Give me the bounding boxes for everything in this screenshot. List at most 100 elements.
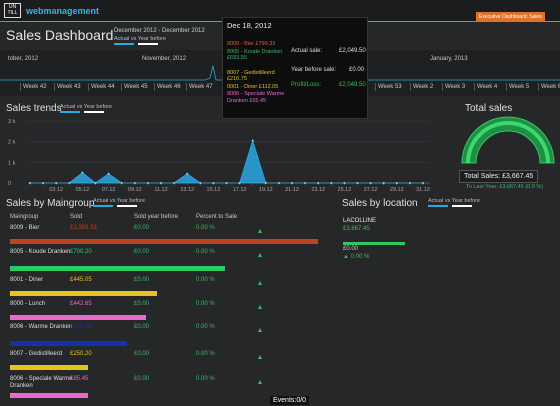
trend-point	[408, 182, 411, 184]
section-title: Sales by Maingroup	[6, 198, 95, 209]
group-bar	[10, 393, 88, 398]
group-before: £0.00	[134, 351, 150, 357]
tooltip-label: Actual sale:	[291, 48, 323, 54]
column-header: Sold year before	[134, 214, 179, 220]
group-before: £0.00	[134, 249, 150, 255]
maingroup-row: 8006 - Speciale Warme Dranken £85.45 £0.00…	[0, 376, 330, 402]
trend-arrow	[258, 305, 262, 309]
trend-point	[251, 139, 254, 142]
tooltip-item: 0001 - Diner £112.05	[227, 83, 279, 90]
trend-point	[29, 182, 31, 184]
x-tick-label: 15.12	[207, 187, 221, 193]
trend-point	[186, 172, 189, 175]
group-bar	[10, 365, 88, 370]
trend-point	[264, 182, 267, 184]
group-sold: £1,359.33	[70, 225, 97, 231]
week-label: Week 4	[474, 83, 499, 91]
tooltip-item: 8006 - Speciale Warme Dranken £65.45	[227, 91, 285, 104]
x-tick-label: 25.12	[338, 187, 352, 193]
week-label: Week 47	[186, 83, 215, 91]
group-percent: 0.00 %	[196, 324, 215, 330]
x-tick-label: 21.12	[285, 187, 299, 193]
legend: Actual vs Year before	[428, 198, 480, 207]
group-percent: 0.00 %	[196, 249, 215, 255]
group-name: 8006 - Speciale Warme Dranken	[10, 376, 73, 389]
group-name: 8005 - Koude Dranken	[10, 249, 71, 255]
period: December 2012 - December 2012	[114, 28, 205, 34]
group-name: 8007 - Gedistilleerd	[10, 351, 63, 357]
trend-point	[173, 182, 176, 184]
group-name: 8001 - Diner	[10, 277, 44, 283]
trend-point	[107, 172, 110, 175]
maingroup-row: 8006 - Warme Dranken £388.24 £0.00 0.00 %	[0, 324, 330, 350]
x-tick-label: 31.12	[416, 187, 430, 193]
x-tick-label: 07.12	[102, 187, 116, 193]
y-tick-label: 1 k	[8, 160, 16, 166]
week-label: Week 42	[20, 83, 49, 91]
tooltip-items: 8009 - Bier £790.33 8005 - Koude Dranken …	[227, 41, 285, 105]
tooltip-value: £2,049.50	[339, 48, 366, 54]
week-label: Week 45	[121, 83, 150, 91]
group-sold: £700.20	[70, 249, 92, 255]
x-tick-label: 17.12	[233, 187, 247, 193]
tooltip-label: Year before sale:	[291, 67, 337, 73]
y-tick-label: 3 k	[8, 119, 16, 125]
total-sales: Total Sales: £3,667.45	[459, 170, 539, 183]
trend-point	[382, 182, 385, 184]
group-percent: 0.00 %	[196, 351, 215, 357]
week-label: Week 2	[410, 83, 435, 91]
group-percent: 0.00 %	[196, 301, 215, 307]
legend: Actual vs Year before	[60, 104, 112, 113]
y-tick-label: 0	[8, 181, 11, 187]
location-before: £0.00	[343, 246, 359, 252]
column-header: Sold	[70, 214, 83, 220]
trend-point	[199, 182, 202, 184]
group-before: £0.00	[134, 225, 150, 231]
group-sold: £445.05	[70, 277, 92, 283]
group-bar	[10, 239, 318, 244]
tooltip-item: 8007 - Gedistilleerd £216.75	[227, 69, 275, 83]
group-name: 8000 - Lunch	[10, 301, 46, 307]
group-before: £0.00	[134, 376, 150, 382]
trend-point	[160, 182, 162, 184]
logo: webmanagement	[26, 6, 100, 16]
group-name: 8009 - Bier	[10, 225, 40, 231]
group-bar	[10, 266, 225, 271]
trend-point	[94, 182, 97, 184]
tooltip-item: 8005 - Koude Dranken £693.55	[227, 48, 283, 62]
month-label: November, 2012	[142, 56, 187, 62]
section-title: Sales trends	[6, 103, 62, 114]
month-label: tober, 2012	[8, 56, 39, 62]
trend-point	[277, 182, 280, 184]
trend-point	[225, 182, 228, 184]
y-tick-label: 2 k	[8, 140, 16, 146]
location-bar	[343, 242, 405, 245]
x-tick-label: 09.12	[128, 187, 142, 193]
trend-point	[330, 182, 333, 184]
week-label: Week 3	[442, 83, 467, 91]
trend-point	[133, 182, 136, 184]
month-label: January, 2013	[430, 56, 468, 62]
trend-area	[30, 139, 423, 184]
events: Events:0/0	[270, 396, 310, 405]
trend-arrow	[258, 355, 262, 359]
tooltip-date: Dec 18, 2012	[227, 21, 272, 30]
section-title: Total sales	[465, 103, 513, 114]
page-title: Sales Dashboard	[6, 27, 114, 43]
maingroup-row: 8000 - Lunch £442.65 £0.00 0.00 %	[0, 301, 330, 327]
column-header: Maingroup	[10, 214, 39, 220]
maingroup-row: 8001 - Diner £445.05 £0.00 0.00 %	[0, 277, 330, 303]
trend-point	[356, 182, 359, 184]
group-percent: 0.00 %	[196, 376, 215, 382]
x-tick-label: 27.12	[364, 187, 378, 193]
trend-arrow	[258, 253, 262, 257]
group-bar	[10, 315, 146, 320]
dashboard-button[interactable]: Executive Dashboard: Sales	[476, 12, 545, 22]
trend-point	[291, 182, 293, 184]
group-sold: £85.45	[70, 376, 89, 382]
trend-point	[317, 182, 320, 184]
week-label: Week 53	[375, 83, 404, 91]
group-sold: £388.24	[70, 324, 92, 330]
